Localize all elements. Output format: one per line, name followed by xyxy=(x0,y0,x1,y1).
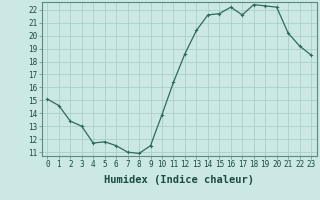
X-axis label: Humidex (Indice chaleur): Humidex (Indice chaleur) xyxy=(104,175,254,185)
